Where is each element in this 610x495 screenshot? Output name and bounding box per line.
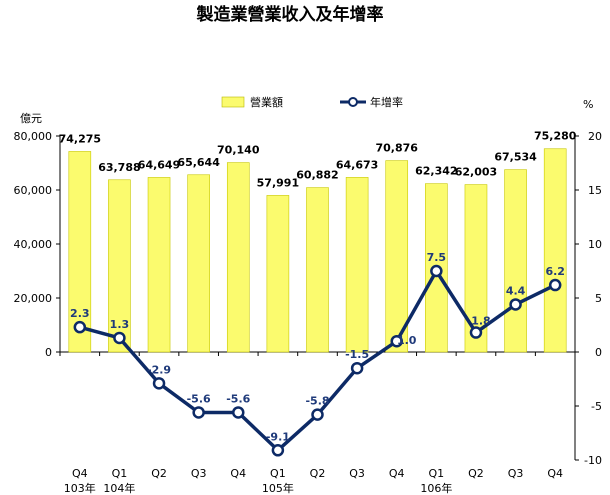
rate-label: -5.8 (305, 395, 329, 408)
right-axis-unit: % (583, 98, 593, 111)
x-category-label: Q3 (508, 467, 524, 480)
chart-title: 製造業營業收入及年增率 (196, 4, 384, 25)
x-year-label: 105年 (262, 481, 294, 495)
legend-swatch-revenue (221, 96, 245, 108)
x-category-label: Q4 (72, 467, 88, 480)
bar (543, 148, 567, 353)
bar-label: 74,275 (59, 132, 101, 145)
rate-point (469, 326, 483, 339)
bar (108, 179, 131, 353)
bar (345, 177, 369, 353)
x-category-label: Q1 (112, 467, 128, 480)
left-tick-label: 60,000 (14, 184, 53, 197)
x-category-label: Q2 (468, 467, 484, 480)
x-year-label: 103年 (64, 481, 96, 495)
x-category-label: Q4 (389, 467, 405, 480)
rate-label: -5.6 (187, 392, 211, 405)
rate-label: -9.1 (266, 430, 290, 443)
rate-line: 2.3 1.3 -2.9 -5.6 -5.6 -9.1 -5.8 -1.5 1.0 7.5 1.8 4… (70, 251, 565, 457)
legend: 營業額 年增率 (221, 95, 403, 109)
rate-label: 7.5 (427, 251, 447, 264)
rate-label: 1.0 (397, 334, 417, 347)
x-category-label: Q3 (349, 467, 365, 480)
left-tick-label: 80,000 (14, 130, 53, 143)
rate-point (311, 408, 324, 421)
left-tick-label: 40,000 (14, 238, 53, 251)
rate-point (350, 361, 364, 375)
legend-marker-rate (348, 97, 358, 107)
bar (464, 184, 488, 353)
right-tick-label: 20 (588, 130, 602, 143)
rate-label: -1.5 (345, 348, 369, 361)
bar (187, 174, 210, 353)
bar (385, 160, 409, 353)
rate-label: 1.8 (471, 315, 491, 328)
rate-point (509, 298, 522, 311)
x-category-label: Q4 (547, 467, 563, 480)
x-category-label: Q1 (270, 467, 286, 480)
bar (266, 195, 290, 353)
rate-point (390, 334, 403, 348)
bar-label: 64,649 (138, 158, 180, 171)
axes: 0 20,000 40,000 60,000 80,000 -10 -5 0 5 10 15 20 (14, 130, 603, 467)
rate-point (271, 444, 285, 457)
bar (147, 177, 171, 353)
bar-label: 70,140 (217, 144, 260, 157)
left-axis-unit: 億元 (20, 112, 42, 125)
bar-label: 62,342 (415, 165, 457, 178)
x-category-label: Q4 (230, 467, 246, 480)
rate-label: -5.6 (226, 392, 250, 405)
right-tick-label: 0 (595, 346, 602, 359)
left-tick-label: 20,000 (14, 292, 53, 305)
x-year-label: 106年 (420, 481, 452, 495)
right-tick-label: 15 (588, 184, 602, 197)
rate-point (192, 406, 205, 419)
rate-label: 4.4 (506, 284, 526, 297)
bar-label: 60,882 (296, 169, 338, 182)
right-tick-label: -5 (591, 400, 602, 413)
right-tick-label: -10 (584, 454, 602, 467)
x-year-label: 104年 (103, 481, 135, 495)
rate-point (113, 331, 126, 345)
legend-label-revenue: 營業額 (250, 96, 283, 109)
bar-label: 64,673 (336, 158, 378, 171)
rate-point (430, 264, 443, 278)
x-category-label: Q2 (151, 467, 167, 480)
rate-label: -2.9 (147, 363, 171, 376)
bar (226, 162, 250, 353)
bar-label: 65,644 (177, 156, 220, 169)
rate-point (548, 278, 562, 292)
rate-point (152, 377, 166, 390)
rate-label: 6.2 (545, 265, 565, 278)
bar (68, 151, 92, 353)
right-tick-label: 5 (595, 292, 602, 305)
left-tick-label: 0 (45, 346, 52, 359)
bar-label: 70,876 (376, 142, 419, 155)
x-category-label: Q1 (429, 467, 445, 480)
rate-label: 2.3 (70, 307, 90, 320)
bar-label: 75,280 (534, 130, 577, 143)
bar-label: 67,534 (494, 151, 537, 164)
rate-label: 1.3 (110, 318, 130, 331)
x-category-label: Q3 (191, 467, 207, 480)
right-tick-label: 10 (588, 238, 602, 251)
bar-label: 62,003 (455, 166, 497, 179)
bar (504, 169, 527, 353)
x-category-label: Q2 (310, 467, 326, 480)
rate-point (232, 406, 245, 419)
bar-label: 63,788 (98, 161, 140, 174)
bar (306, 187, 329, 353)
legend-label-rate: 年增率 (370, 95, 403, 109)
bar-label: 57,991 (257, 176, 299, 189)
rate-point (73, 320, 87, 334)
